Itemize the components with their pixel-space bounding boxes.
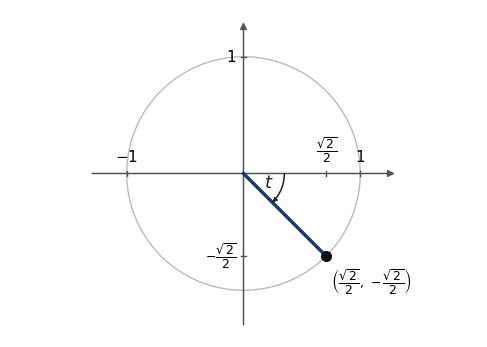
Text: $1$: $1$ — [226, 49, 237, 65]
Text: t: t — [264, 174, 272, 192]
Text: $1$: $1$ — [355, 149, 365, 165]
Text: $-1$: $-1$ — [115, 149, 138, 165]
Text: $-\dfrac{\sqrt{2}}{2}$: $-\dfrac{\sqrt{2}}{2}$ — [205, 241, 237, 271]
Text: $\dfrac{\sqrt{2}}{2}$: $\dfrac{\sqrt{2}}{2}$ — [316, 136, 337, 165]
Text: $\left(\dfrac{\sqrt{2}}{2},\, -\dfrac{\sqrt{2}}{2}\right)$: $\left(\dfrac{\sqrt{2}}{2},\, -\dfrac{\s… — [331, 268, 412, 297]
